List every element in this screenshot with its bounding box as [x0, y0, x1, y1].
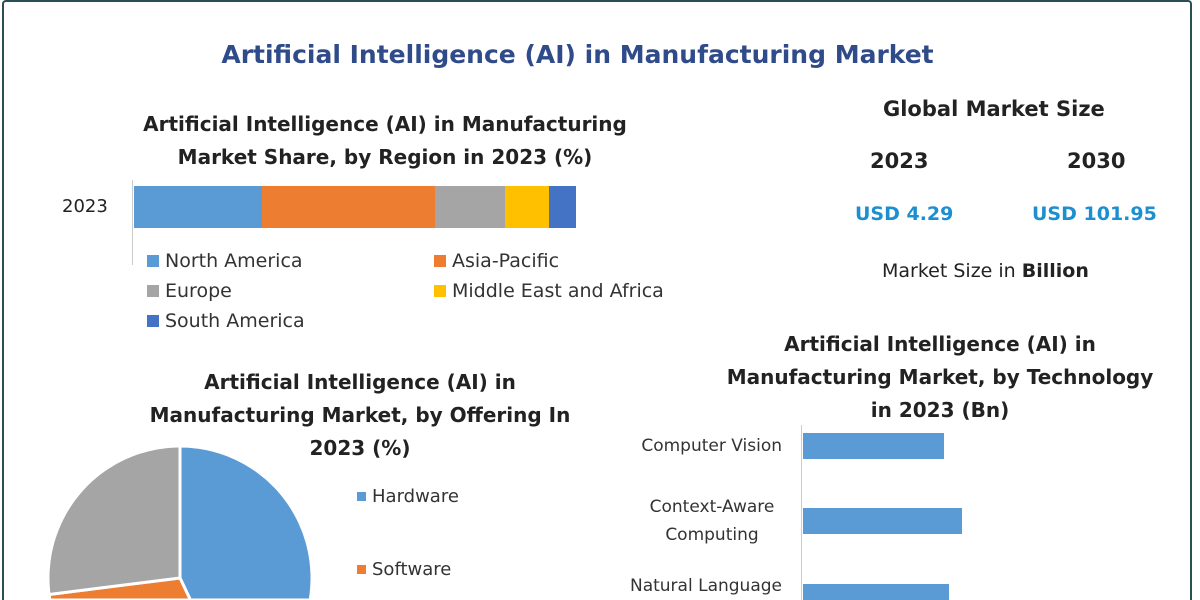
- region-segment-asia-pacific: [262, 186, 435, 228]
- category-line: Natural Language: [629, 576, 782, 596]
- legend-item: Middle East and Africa: [434, 280, 714, 302]
- pie-slice-other: [46, 446, 182, 596]
- page-title: Artificial Intelligence (AI) in Manufact…: [221, 40, 934, 69]
- category-line: Computing: [665, 525, 759, 545]
- offering-pie: [46, 446, 314, 600]
- legend-item: South America: [147, 310, 434, 332]
- pie-legend-item: Hardware: [357, 486, 459, 507]
- value-2023: USD 4.29: [855, 203, 954, 225]
- region-legend: North America Asia-Pacific Europe Middle Ea…: [147, 250, 707, 332]
- region-title-line: Market Share, by Region in 2023 (%): [177, 145, 593, 169]
- legend-label: South America: [165, 310, 305, 332]
- offering-chart-title: Artificial Intelligence (AI) in Manufact…: [90, 366, 630, 465]
- legend-swatch: [147, 315, 159, 327]
- region-title-line: Artificial Intelligence (AI) in Manufact…: [143, 112, 627, 136]
- category-line: Computer Vision: [641, 436, 782, 456]
- year-2030: 2030: [1067, 149, 1126, 173]
- technology-bar: [803, 508, 963, 534]
- market-size-note: Market Size in Billion: [882, 260, 1089, 282]
- technology-axis: [801, 425, 802, 600]
- year-2023: 2023: [870, 149, 929, 173]
- market-size-heading: Global Market Size: [883, 97, 1105, 121]
- legend-swatch: [357, 565, 366, 574]
- technology-category-label: Computer Vision: [602, 432, 782, 460]
- region-stacked-bar: [134, 186, 649, 228]
- technology-title-line: Manufacturing Market, by Technology: [726, 365, 1154, 389]
- legend-swatch: [147, 255, 159, 267]
- technology-title-line: Artificial Intelligence (AI) in: [784, 332, 1096, 356]
- legend-label: Middle East and Africa: [452, 280, 664, 302]
- region-segment-south-america: [549, 186, 576, 228]
- legend-item: North America: [147, 250, 434, 272]
- region-segment-middle-east-and-africa: [505, 186, 550, 228]
- note-prefix: Market Size in: [882, 260, 1022, 282]
- legend-swatch: [147, 285, 159, 297]
- technology-title-line: in 2023 (Bn): [870, 398, 1010, 422]
- technology-bar: [803, 433, 944, 459]
- legend-label: North America: [165, 250, 303, 272]
- region-category-label: 2023: [62, 196, 108, 217]
- legend-swatch: [434, 285, 446, 297]
- legend-label: Asia-Pacific: [452, 250, 560, 272]
- legend-label: Hardware: [372, 486, 459, 507]
- technology-chart-title: Artificial Intelligence (AI) in Manufact…: [700, 328, 1180, 427]
- technology-bar: [803, 584, 950, 600]
- offering-title-line: Manufacturing Market, by Offering In: [149, 403, 571, 427]
- pie-legend-item: Software: [357, 559, 459, 580]
- legend-swatch: [434, 255, 446, 267]
- region-segment-north-america: [134, 186, 263, 228]
- category-line: Context-Aware: [649, 497, 775, 517]
- legend-label: Europe: [165, 280, 232, 302]
- technology-category-label: Context-Aware Computing: [602, 493, 782, 549]
- pie-slice-hardware: [178, 446, 314, 600]
- technology-category-label: Natural Language: [602, 572, 782, 600]
- region-chart-title: Artificial Intelligence (AI) in Manufact…: [100, 108, 670, 174]
- offering-title-line: Artificial Intelligence (AI) in: [204, 370, 516, 394]
- note-unit: Billion: [1021, 260, 1089, 282]
- legend-label: Software: [372, 559, 452, 580]
- value-2030: USD 101.95: [1032, 203, 1157, 225]
- region-axis: [132, 180, 133, 265]
- legend-item: Asia-Pacific: [434, 250, 714, 272]
- legend-item: Europe: [147, 280, 434, 302]
- region-segment-europe: [434, 186, 506, 228]
- legend-swatch: [357, 492, 366, 501]
- offering-title-line: 2023 (%): [309, 436, 411, 460]
- offering-legend: Hardware Software: [357, 486, 459, 580]
